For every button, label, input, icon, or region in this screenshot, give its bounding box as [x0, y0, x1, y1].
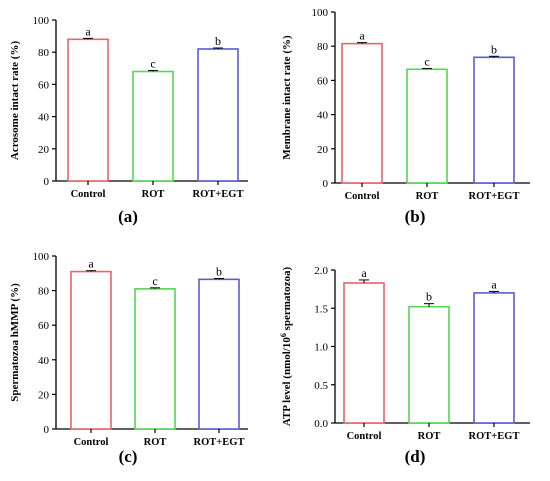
y-tick-label: 100: [33, 15, 50, 27]
y-tick-label: 20: [38, 144, 50, 156]
y-tick-label: 0: [323, 178, 329, 190]
x-category-label: ROT+EGT: [469, 431, 520, 442]
x-category-label: ROT: [144, 437, 167, 448]
bar-rot: [132, 70, 174, 182]
y-tick-label: 40: [38, 355, 50, 367]
y-axis-label: Acrosome intact rate (%): [9, 41, 21, 161]
x-category-label: ROT: [142, 189, 165, 200]
bar-rot-egt: [473, 56, 515, 184]
significance-letter: a: [85, 24, 91, 38]
x-category-label: ROT+EGT: [469, 191, 520, 202]
bar-rot-egt: [473, 292, 515, 424]
x-category-label: Control: [345, 191, 380, 202]
significance-letter: b: [426, 290, 432, 304]
bar-rot: [134, 288, 176, 430]
significance-letter: b: [215, 34, 221, 48]
x-category-label: ROT+EGT: [194, 437, 245, 448]
x-category-label: Control: [347, 431, 382, 442]
y-tick-label: 0.5: [314, 380, 328, 392]
x-category-label: ROT: [418, 431, 441, 442]
y-tick-label: 2.0: [314, 265, 328, 277]
panel-label: (d): [405, 447, 426, 466]
bar-rot-egt: [197, 48, 239, 182]
y-tick-label: 0.0: [314, 418, 328, 430]
bar-control: [343, 282, 385, 424]
significance-letter: c: [152, 274, 157, 288]
panel-label: (c): [119, 447, 138, 466]
bar-rot-egt: [198, 278, 240, 430]
y-tick-label: 20: [317, 144, 329, 156]
bar-control: [70, 270, 112, 430]
y-tick-label: 40: [317, 110, 329, 122]
y-tick-label: 80: [38, 47, 50, 59]
significance-letter: a: [361, 266, 367, 280]
y-tick-label: 20: [38, 389, 50, 401]
panel-label: (a): [118, 207, 138, 226]
bar-rot: [406, 68, 448, 184]
y-tick-label: 60: [317, 75, 329, 87]
y-tick-label: 60: [38, 320, 50, 332]
x-category-label: Control: [74, 437, 109, 448]
significance-letter: a: [491, 277, 497, 291]
y-tick-label: 40: [38, 112, 50, 124]
y-tick-label: 1.5: [314, 303, 328, 315]
y-axis-label: Membrane intact rate (%): [281, 35, 293, 160]
y-axis-label: ATP level (nmol/106 spermatozoa): [279, 267, 294, 427]
significance-letter: b: [216, 264, 222, 278]
bar-rot: [408, 305, 450, 424]
bar-control: [67, 38, 109, 182]
significance-letter: c: [424, 54, 429, 68]
y-axis-label: Spermatozoa hMMP (%): [9, 283, 21, 402]
significance-letter: b: [491, 42, 497, 56]
significance-letter: c: [150, 57, 155, 71]
y-tick-label: 0: [44, 424, 50, 436]
y-tick-label: 80: [317, 41, 329, 53]
significance-letter: a: [88, 257, 94, 271]
panel-label: (b): [405, 207, 426, 226]
y-tick-label: 60: [38, 79, 50, 91]
x-category-label: Control: [71, 189, 106, 200]
y-tick-label: 80: [38, 286, 50, 298]
y-tick-label: 1.0: [314, 342, 328, 354]
significance-letter: a: [359, 29, 365, 43]
y-tick-label: 100: [33, 251, 50, 263]
y-tick-label: 0: [44, 176, 50, 188]
y-tick-label: 100: [312, 7, 329, 19]
x-category-label: ROT: [416, 191, 439, 202]
x-category-label: ROT+EGT: [193, 189, 244, 200]
bar-control: [341, 42, 383, 184]
